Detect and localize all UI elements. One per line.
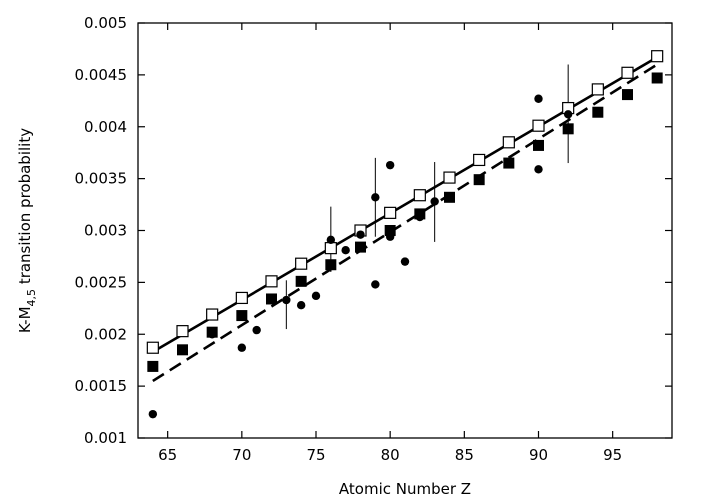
- x-tick-label: 85: [455, 446, 474, 464]
- filled-circle-point: [356, 230, 365, 239]
- filled-square-point: [355, 241, 366, 253]
- x-tick-label: 70: [232, 446, 251, 464]
- open-square-point: [384, 206, 397, 219]
- filled-square-point: [295, 275, 307, 287]
- y-tick-label: 0.005: [84, 14, 127, 32]
- filled-square-point: [473, 174, 485, 186]
- filled-square-point: [147, 360, 159, 372]
- open-square-point: [146, 341, 159, 354]
- y-tick-label: 0.003: [84, 222, 127, 240]
- filled-square-point: [177, 344, 188, 356]
- filled-circle-point: [563, 110, 573, 119]
- filled-circle-point: [326, 235, 336, 245]
- y-tick-label: 0.0035: [75, 170, 128, 188]
- y-axis-title: K-M4,5 transition probability: [16, 128, 38, 333]
- filled-circle-point: [341, 246, 350, 255]
- open-square-point: [413, 189, 426, 202]
- y-tick-label: 0.0025: [75, 273, 128, 291]
- y-tick-label: 0.0015: [75, 377, 128, 395]
- y-tick-label: 0.004: [84, 118, 127, 136]
- filled-circle-point: [385, 160, 395, 170]
- data-points: [146, 50, 664, 419]
- filled-square-point: [325, 259, 337, 271]
- filled-circle-point: [371, 193, 380, 202]
- filled-circle-point: [296, 301, 306, 310]
- filled-circle-point: [534, 94, 543, 103]
- filled-circle-point: [400, 257, 410, 266]
- filled-circle-point: [148, 409, 158, 419]
- open-square-point: [295, 257, 308, 270]
- y-axis-title-subscript: 4,5: [25, 289, 38, 307]
- open-square-point: [473, 153, 486, 167]
- open-square-point: [235, 291, 248, 305]
- filled-circle-point: [534, 165, 543, 174]
- filled-circle-point: [385, 232, 395, 241]
- x-tick-label: 65: [158, 446, 177, 464]
- x-tick-label: 95: [603, 446, 622, 464]
- open-square-point: [324, 242, 337, 255]
- filled-square-point: [651, 72, 663, 84]
- filled-square-point: [503, 157, 515, 169]
- open-square-point: [651, 50, 664, 63]
- y-tick-label: 0.002: [84, 325, 127, 343]
- x-tick-label: 90: [529, 446, 548, 464]
- x-axis-ticks: 65 70 75 80 85 90 95: [158, 23, 622, 464]
- y-tick-label: 0.0045: [75, 66, 128, 84]
- filled-circle-point: [237, 343, 247, 352]
- open-square-point: [443, 171, 456, 184]
- x-tick-label: 80: [381, 446, 400, 464]
- open-square-point: [502, 136, 515, 149]
- filled-square-point: [622, 89, 633, 101]
- open-square-point: [591, 83, 604, 96]
- x-axis-title: Atomic Number Z: [339, 480, 471, 498]
- y-axis-title-prefix: K-M: [16, 306, 34, 333]
- open-square-point: [265, 275, 278, 288]
- open-square-point: [621, 66, 634, 79]
- y-axis-title-suffix: transition probability: [16, 128, 34, 289]
- open-square-point: [206, 308, 219, 321]
- filled-square-point: [592, 106, 604, 118]
- filled-circle-point: [207, 330, 217, 339]
- filled-square-point: [533, 139, 544, 151]
- y-axis-ticks: 0.001 0.0015 0.002 0.0025 0.003 0.0035 0.004 0.…: [75, 14, 672, 447]
- filled-square-point: [384, 225, 396, 236]
- filled-square-point: [236, 310, 248, 322]
- filled-square-point: [562, 123, 574, 135]
- filled-circle-point: [311, 291, 321, 301]
- x-tick-label: 75: [306, 446, 325, 464]
- filled-circle-point: [371, 280, 380, 289]
- filled-circle-point: [415, 212, 425, 222]
- open-square-point: [532, 119, 545, 132]
- y-tick-label: 0.001: [84, 429, 127, 447]
- filled-circle-point: [430, 197, 439, 206]
- filled-circle-point: [282, 295, 291, 305]
- filled-square-point: [444, 191, 455, 203]
- filled-circle-point: [252, 325, 261, 335]
- open-square-point: [176, 325, 189, 338]
- filled-square-point: [266, 293, 277, 305]
